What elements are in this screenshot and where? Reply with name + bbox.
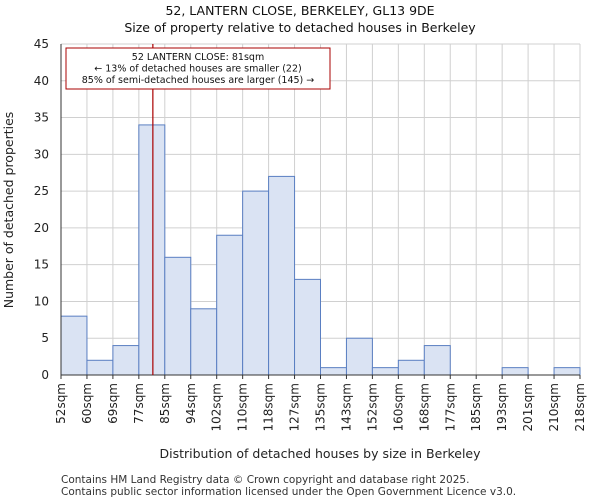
x-tick-label: 102sqm bbox=[210, 383, 224, 431]
bar-135sqm bbox=[320, 367, 347, 376]
x-tick-label: 201sqm bbox=[521, 383, 535, 431]
page-title: 52, LANTERN CLOSE, BERKELEY, GL13 9DE bbox=[165, 3, 435, 18]
bar-168sqm bbox=[423, 345, 451, 376]
x-tick-label: 168sqm bbox=[417, 383, 431, 431]
y-tick-label: 40 bbox=[34, 74, 49, 88]
bar-102sqm bbox=[216, 234, 244, 376]
y-tick-label: 10 bbox=[34, 294, 49, 308]
y-tick-label: 15 bbox=[34, 258, 49, 272]
bar-193sqm bbox=[501, 367, 529, 376]
chart-subtitle: Size of property relative to detached ho… bbox=[124, 20, 476, 35]
x-tick-label: 118sqm bbox=[262, 383, 276, 431]
x-tick-label: 160sqm bbox=[391, 383, 405, 431]
bar-152sqm bbox=[371, 367, 399, 376]
bar-94sqm bbox=[190, 308, 218, 376]
x-tick-label: 110sqm bbox=[236, 383, 250, 431]
annotation-line-1: 52 LANTERN CLOSE: 81sqm bbox=[132, 52, 264, 63]
x-tick-label: 52sqm bbox=[54, 383, 68, 424]
x-tick-label: 177sqm bbox=[443, 383, 457, 431]
x-tick-label: 218sqm bbox=[573, 383, 587, 431]
x-tick-label: 60sqm bbox=[80, 383, 94, 424]
bar-160sqm bbox=[397, 359, 425, 376]
y-tick-label: 35 bbox=[34, 111, 49, 125]
y-tick-label: 30 bbox=[34, 147, 49, 161]
x-tick-label: 210sqm bbox=[547, 383, 561, 431]
bar-69sqm bbox=[112, 345, 140, 376]
annotation-line-3: 85% of semi-detached houses are larger (… bbox=[82, 75, 315, 86]
bar-77sqm bbox=[138, 124, 166, 376]
axis-layer: 0 5 10 15 20 25 30 35 40 45 52sqm 60sqm 69sqm 77sqm 85… bbox=[34, 37, 587, 431]
x-axis-label: Distribution of detached houses by size … bbox=[159, 446, 481, 461]
y-tick-label: 0 bbox=[41, 368, 49, 382]
x-tick-label: 94sqm bbox=[184, 383, 198, 424]
annotation-layer: 52 LANTERN CLOSE: 81sqm← 13% of detached… bbox=[65, 44, 331, 375]
y-tick-label: 5 bbox=[41, 331, 49, 345]
x-tick-label: 152sqm bbox=[365, 383, 379, 431]
bar-layer bbox=[60, 124, 581, 376]
x-tick-label: 193sqm bbox=[495, 383, 509, 431]
bar-85sqm bbox=[164, 256, 192, 376]
y-tick-label: 20 bbox=[34, 221, 49, 235]
bar-143sqm bbox=[345, 337, 373, 376]
y-tick-label: 25 bbox=[34, 184, 49, 198]
bar-127sqm bbox=[294, 278, 321, 376]
y-axis-label: Number of detached properties bbox=[1, 112, 16, 309]
x-tick-label: 77sqm bbox=[132, 383, 146, 424]
bar-60sqm bbox=[86, 359, 114, 376]
x-tick-label: 185sqm bbox=[469, 383, 483, 431]
bar-52sqm bbox=[60, 315, 88, 376]
bar-118sqm bbox=[268, 175, 296, 376]
x-tick-label: 135sqm bbox=[314, 383, 328, 431]
x-tick-label: 69sqm bbox=[106, 383, 120, 424]
footer-attribution-2: Contains public sector information licen… bbox=[61, 486, 517, 498]
x-tick-label: 85sqm bbox=[158, 383, 172, 424]
annotation-box bbox=[65, 47, 331, 90]
y-tick-label: 45 bbox=[34, 37, 49, 51]
x-tick-label: 127sqm bbox=[288, 383, 302, 431]
footer-attribution-1: Contains HM Land Registry data © Crown c… bbox=[61, 474, 470, 486]
bar-110sqm bbox=[242, 190, 270, 376]
x-tick-label: 143sqm bbox=[339, 383, 353, 431]
annotation-line-2: ← 13% of detached houses are smaller (22… bbox=[94, 64, 301, 75]
bar-210sqm bbox=[553, 367, 581, 376]
